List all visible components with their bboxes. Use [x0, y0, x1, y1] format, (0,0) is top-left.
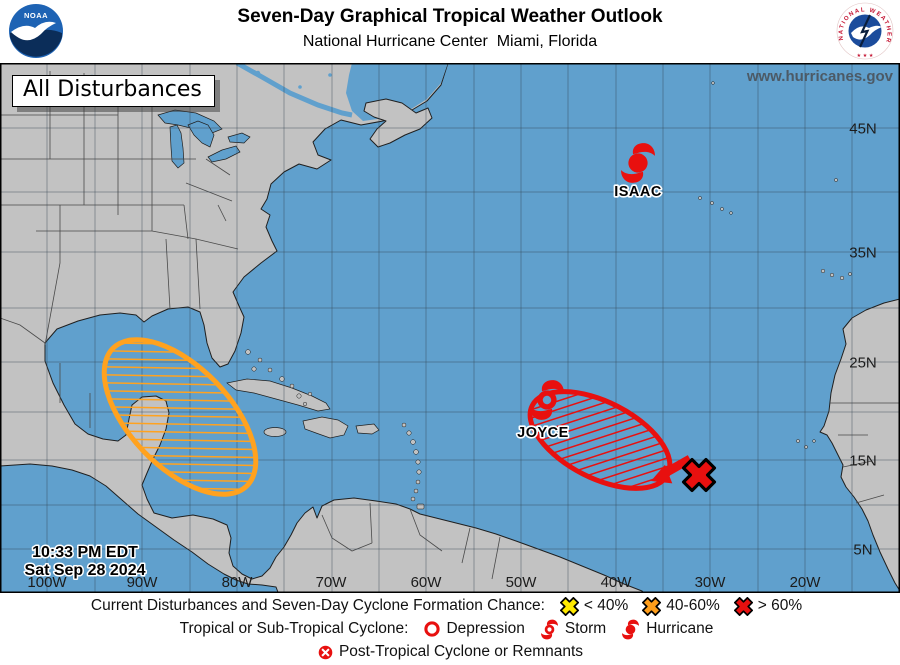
disturbance-motion-arrow	[651, 455, 693, 484]
high-chance-label: > 60%	[757, 597, 803, 614]
header-titles: Seven-Day Graphical Tropical Weather Out…	[80, 6, 820, 51]
legend-item-low: < 40%	[559, 596, 629, 616]
legend-formation-row: Current Disturbances and Seven-Day Cyclo…	[91, 595, 809, 618]
legend-item-post-tropical: Post-Tropical Cyclone or Remnants	[317, 643, 583, 661]
hurricane-isaac-icon[interactable]	[616, 140, 660, 186]
legend-formation-label: Current Disturbances and Seven-Day Cyclo…	[90, 597, 545, 614]
lesser-antilles	[401, 422, 425, 510]
low-chance-label: < 40%	[583, 597, 629, 614]
legend-item-depression: Depression	[423, 620, 525, 638]
lon-label: 100W	[27, 574, 67, 591]
nova-scotia	[363, 98, 433, 148]
legend-cyclone-label: Tropical or Sub-Tropical Cyclone:	[179, 620, 409, 637]
nws-logo: NATIONAL WEATHER SERVICE ★ ★ ★	[836, 2, 894, 60]
noaa-logo-text: NOAA	[24, 11, 48, 20]
lat-label: 15N	[849, 453, 877, 470]
nws-logo-stars: ★ ★ ★	[857, 53, 874, 59]
great-lakes	[157, 109, 251, 169]
post-tropical-icon	[318, 645, 333, 659]
map-frame	[0, 63, 900, 593]
lon-label: 40W	[601, 574, 633, 591]
africa	[819, 298, 900, 592]
lon-label: 70W	[316, 574, 348, 591]
storm-icon	[538, 618, 560, 640]
legend-item-high: > 60%	[733, 596, 803, 616]
outlook-map: 100W 90W 80W 70W 60W 50W 40W 30W 20W 45N 35N 25N 15N…	[0, 60, 900, 604]
legend-item-medium: 40-60%	[642, 596, 720, 616]
lon-label: 90W	[127, 574, 159, 591]
post-tropical-label: Post-Tropical Cyclone or Remnants	[338, 643, 584, 660]
lon-label: 60W	[411, 574, 443, 591]
landmasses	[0, 60, 900, 604]
lon-label: 30W	[695, 574, 727, 591]
political-borders	[0, 71, 900, 580]
mode-label-box: All Disturbances	[12, 75, 215, 107]
jamaica	[263, 427, 287, 437]
puerto-rico	[355, 423, 380, 435]
header: NOAA Seven-Day Graphical Tropical Weathe…	[0, 0, 900, 63]
low-chance-x-icon	[559, 596, 579, 616]
hurricane-isaac-label: ISAAC	[614, 184, 662, 200]
lat-label: 5N	[853, 542, 872, 559]
atlantic-islands	[698, 81, 852, 449]
lat-label: 45N	[849, 121, 877, 138]
lat-label: 25N	[849, 355, 877, 372]
lat-label: 35N	[849, 245, 877, 262]
legend-item-storm: Storm	[538, 618, 607, 640]
legend: Current Disturbances and Seven-Day Cyclo…	[0, 593, 900, 665]
timestamp-date: Sat Sep 28 2024	[25, 562, 146, 579]
hispaniola	[302, 416, 349, 439]
hurricane-label: Hurricane	[646, 620, 714, 637]
depression-icon	[424, 621, 441, 637]
graticule-labels: 100W 90W 80W 70W 60W 50W 40W 30W 20W 45N 35N 25N 15N…	[27, 121, 876, 592]
gulf-caribbean-disturbance-area[interactable]	[77, 313, 282, 521]
storm-label: Storm	[564, 620, 607, 637]
lon-label: 80W	[222, 574, 254, 591]
graticule	[0, 63, 900, 593]
medium-chance-label: 40-60%	[666, 597, 720, 614]
page-subtitle: National Hurricane Center Miami, Florida	[302, 33, 598, 50]
storm-joyce-label: JOYCE	[517, 425, 569, 441]
high-chance-x-icon	[733, 596, 753, 616]
page-title: Seven-Day Graphical Tropical Weather Out…	[237, 6, 663, 27]
lon-label: 50W	[506, 574, 538, 591]
lon-label: 20W	[790, 574, 822, 591]
storm-joyce-icon[interactable]	[525, 377, 569, 423]
legend-cyclone-row: Tropical or Sub-Tropical Cyclone: Depres…	[180, 618, 721, 641]
hurricanes-gov-link[interactable]: www.hurricanes.gov	[746, 68, 894, 85]
timestamp-time: 10:33 PM EDT	[32, 544, 138, 561]
depression-label: Depression	[446, 620, 525, 637]
legend-post-tropical-row: Post-Tropical Cyclone or Remnants	[310, 641, 590, 664]
noaa-logo: NOAA	[9, 4, 63, 58]
medium-chance-x-icon	[642, 596, 662, 616]
legend-item-hurricane: Hurricane	[620, 618, 714, 640]
bahamas	[245, 349, 313, 407]
hurricane-icon	[620, 618, 642, 640]
